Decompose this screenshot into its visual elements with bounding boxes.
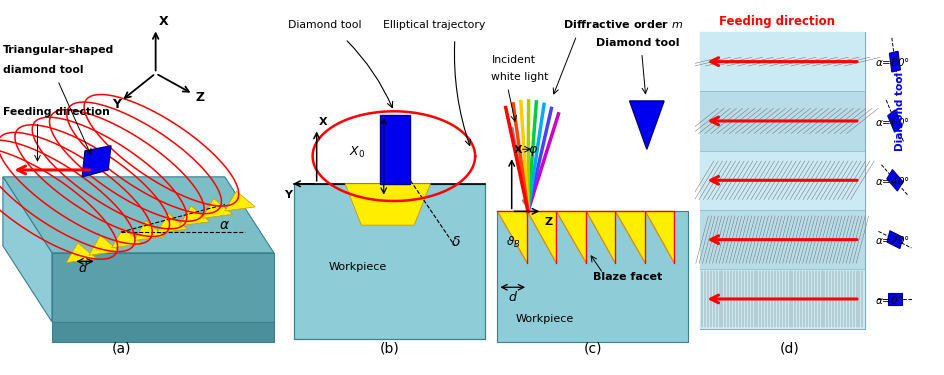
Polygon shape — [66, 243, 96, 262]
Text: $d$: $d$ — [77, 261, 88, 275]
Text: Diamond tool: Diamond tool — [596, 38, 679, 48]
Text: (c): (c) — [583, 342, 601, 356]
Polygon shape — [157, 213, 187, 233]
Polygon shape — [111, 228, 142, 248]
Text: $\alpha$=0°: $\alpha$=0° — [874, 294, 902, 306]
Polygon shape — [699, 269, 864, 328]
Polygon shape — [886, 110, 902, 132]
Text: X: X — [318, 117, 327, 127]
Text: white light: white light — [491, 72, 548, 82]
Polygon shape — [699, 151, 864, 210]
Polygon shape — [629, 101, 664, 149]
Polygon shape — [379, 115, 410, 184]
Text: Elliptical trajectory: Elliptical trajectory — [383, 21, 485, 30]
Text: Blaze facet: Blaze facet — [593, 272, 662, 282]
Polygon shape — [89, 236, 119, 255]
Text: $\varphi$: $\varphi$ — [528, 144, 537, 158]
Polygon shape — [888, 51, 900, 72]
Text: X: X — [514, 145, 522, 155]
Text: Incident: Incident — [491, 55, 535, 65]
Polygon shape — [615, 211, 644, 263]
Text: $\alpha$=20°: $\alpha$=20° — [874, 234, 909, 246]
Text: Workpiece: Workpiece — [329, 262, 387, 272]
Text: $\alpha$=60°: $\alpha$=60° — [874, 116, 909, 128]
Polygon shape — [3, 177, 52, 322]
Text: $\delta$: $\delta$ — [450, 235, 460, 249]
Text: $\alpha$: $\alpha$ — [219, 217, 229, 232]
Polygon shape — [527, 211, 556, 263]
Text: $\alpha$=40°: $\alpha$=40° — [874, 175, 909, 187]
Polygon shape — [345, 184, 430, 225]
Polygon shape — [497, 211, 527, 263]
Text: $\alpha$=80°: $\alpha$=80° — [874, 57, 909, 69]
Text: $X_0$: $X_0$ — [349, 145, 365, 160]
Polygon shape — [887, 293, 901, 305]
Polygon shape — [885, 170, 902, 191]
Polygon shape — [225, 191, 255, 211]
Text: (d): (d) — [779, 342, 799, 356]
Text: $d$: $d$ — [507, 290, 517, 304]
Polygon shape — [52, 253, 274, 322]
Text: Workpiece: Workpiece — [515, 314, 573, 324]
Polygon shape — [497, 211, 688, 342]
Polygon shape — [294, 184, 485, 339]
Polygon shape — [556, 211, 585, 263]
Polygon shape — [134, 220, 164, 240]
Text: Diffractive order $m$: Diffractive order $m$ — [562, 18, 682, 30]
Polygon shape — [699, 91, 864, 151]
Polygon shape — [52, 322, 274, 342]
Polygon shape — [699, 32, 864, 91]
Text: (a): (a) — [111, 342, 130, 356]
Text: Y: Y — [112, 98, 121, 111]
Text: Feeding direction: Feeding direction — [3, 107, 110, 117]
Text: Z: Z — [544, 217, 551, 227]
Polygon shape — [699, 210, 864, 269]
Text: Triangular-shaped: Triangular-shaped — [3, 45, 114, 55]
Polygon shape — [886, 231, 902, 249]
Polygon shape — [585, 211, 615, 263]
Text: diamond tool: diamond tool — [3, 65, 83, 75]
Polygon shape — [82, 146, 110, 177]
Text: (b): (b) — [379, 342, 399, 356]
Text: Feeding direction: Feeding direction — [718, 15, 834, 28]
Text: Z: Z — [195, 91, 205, 104]
Polygon shape — [699, 32, 864, 328]
Text: X: X — [159, 15, 168, 28]
Text: Y: Y — [284, 189, 292, 200]
Polygon shape — [202, 198, 232, 218]
Polygon shape — [3, 177, 274, 253]
Text: $\vartheta_B$: $\vartheta_B$ — [505, 235, 519, 250]
Text: Diamond tool: Diamond tool — [288, 21, 362, 30]
Text: Diamond tool: Diamond tool — [894, 72, 904, 151]
Polygon shape — [179, 206, 210, 226]
Polygon shape — [644, 211, 674, 263]
